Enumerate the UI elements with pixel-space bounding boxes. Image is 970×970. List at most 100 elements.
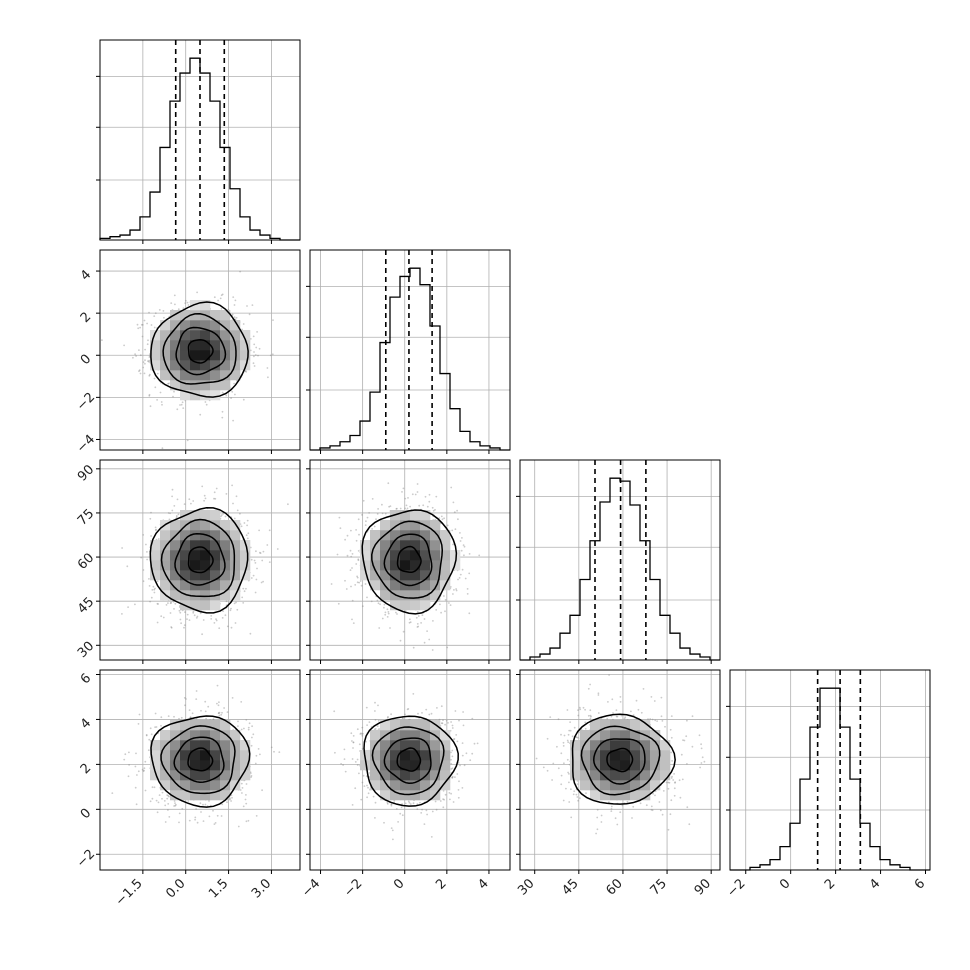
scatter-point [144,789,147,792]
scatter-point [202,820,205,822]
scatter-point [188,498,191,501]
density-cell [230,550,241,561]
scatter-point [161,791,164,794]
scatter-point [233,517,236,520]
scatter-point [355,529,357,531]
scatter-point [440,515,443,518]
density-cell [150,350,161,361]
scatter-point [237,725,239,727]
scatter-point [167,512,170,514]
scatter-point [420,622,422,624]
scatter-point [248,722,251,725]
scatter-point [242,805,245,808]
scatter-point [431,506,434,509]
scatter-point [134,765,137,768]
scatter-point [218,701,220,704]
scatter-point [173,715,175,718]
scatter-point [183,626,185,629]
scatter-point [435,609,438,611]
scatter-point [235,316,238,319]
scatter-point [134,353,137,356]
scatter-point [399,639,402,642]
scatter-point [148,373,151,376]
scatter-point [173,390,175,393]
scatter-point [245,719,248,721]
scatter-point [213,497,215,500]
scatter-point [371,528,373,530]
scatter-point [243,522,246,524]
density-cell [210,310,221,321]
density-cell [210,340,221,351]
scatter-point [276,548,279,550]
density-cell [220,320,231,331]
scatter-point [212,809,214,812]
scatter-point [169,512,172,515]
scatter-point [246,524,249,527]
scatter-point [255,550,257,553]
scatter-point [202,803,204,806]
scatter-point [141,324,144,326]
scatter-point [205,717,208,720]
scatter-point [147,749,150,752]
scatter-point [459,540,462,542]
y-tick-label: 2 [78,310,94,326]
scatter-point [168,518,171,521]
scatter-point [173,608,175,610]
scatter-point [267,376,269,379]
scatter-point [184,299,187,302]
scatter-point [351,553,354,555]
scatter-point [135,355,138,357]
scatter-point [158,794,161,796]
scatter-point [407,497,409,499]
density-cell [180,380,191,391]
scatter-point [229,609,232,612]
scatter-point [169,602,172,605]
scatter-point [142,361,145,363]
scatter-point [235,601,237,604]
density-cell [210,530,221,541]
density-cell [210,390,221,401]
scatter-point [259,551,261,554]
scatter-point [186,439,189,442]
scatter-point [444,610,446,613]
density-cell [160,580,171,591]
scatter-point [201,485,204,488]
density-cell [220,310,231,321]
scatter-point [350,585,352,588]
scatter-point [358,533,360,536]
scatter-point [167,382,169,385]
scatter-point [149,517,152,520]
scatter-point [357,518,360,521]
scatter-point [384,611,387,614]
scatter-point [260,581,263,584]
scatter-point [143,319,146,322]
scatter-point [362,499,365,502]
scatter-point [199,612,202,615]
histogram-panel-p2 [516,459,721,664]
scatter-point [210,615,213,617]
scatter-point [350,555,353,558]
scatter-point [234,299,237,302]
scatter-point [253,559,256,562]
scatter-point [146,558,149,561]
density-cell [210,320,221,331]
scatter-point [237,825,240,828]
scatter-point [258,529,260,532]
scatter-point [261,789,263,792]
scatter-point [178,717,180,720]
scatter-point [272,319,274,321]
scatter-point [171,495,174,498]
scatter-point [146,343,149,346]
scatter-point [449,604,452,606]
density-cell [160,330,171,341]
scatter-point [136,323,139,326]
density-cell [230,560,241,571]
scatter-point [361,514,363,516]
density-cell [430,550,441,561]
scatter-point [138,370,140,373]
scatter-point [450,486,453,489]
scatter-point [242,398,245,401]
density-cell [220,360,231,371]
scatter-point [230,397,233,399]
